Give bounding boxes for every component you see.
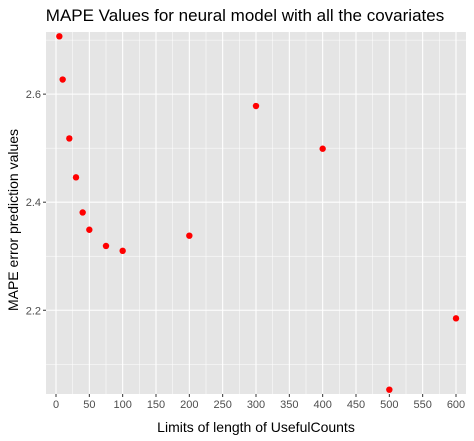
x-axis-label: Limits of length of UsefulCounts <box>157 419 355 435</box>
data-point <box>252 102 260 110</box>
x-tick-label: 100 <box>113 399 131 411</box>
x-tick-label: 600 <box>447 399 465 411</box>
x-tick-label: 300 <box>247 399 265 411</box>
data-point <box>102 242 110 250</box>
data-point <box>59 76 66 83</box>
y-tick-label: 2.2 <box>26 305 41 317</box>
x-tick-label: 400 <box>313 399 331 411</box>
x-tick-label: 150 <box>147 399 165 411</box>
x-tick-label: 50 <box>83 399 95 411</box>
data-point <box>319 145 326 152</box>
x-tick-label: 0 <box>53 399 59 411</box>
data-point <box>186 232 193 239</box>
x-tick-label: 500 <box>380 399 398 411</box>
data-point <box>86 226 93 233</box>
chart-title: MAPE Values for neural model with all th… <box>46 6 444 25</box>
data-point <box>56 33 63 40</box>
data-point <box>66 135 73 142</box>
x-tick-label: 200 <box>180 399 198 411</box>
y-tick-label: 2.6 <box>26 89 41 101</box>
data-point <box>79 209 86 216</box>
x-tick-label: 550 <box>413 399 431 411</box>
data-point <box>452 315 460 322</box>
y-axis-ticks: 2.2 2.4 2.6 <box>26 89 46 317</box>
y-tick-label: 2.4 <box>26 197 41 209</box>
x-tick-label: 250 <box>213 399 231 411</box>
x-tick-label: 450 <box>347 399 365 411</box>
x-tick-label: 350 <box>280 399 298 411</box>
y-axis-label: MAPE error prediction values <box>5 129 21 311</box>
data-points <box>56 33 460 393</box>
data-point <box>119 247 126 255</box>
data-point <box>72 174 80 181</box>
data-point <box>386 386 393 393</box>
x-axis-ticks: 0 50 100 150 200 250 300 350 400 450 500 550 600 <box>53 394 465 411</box>
major-gridlines <box>46 32 466 394</box>
